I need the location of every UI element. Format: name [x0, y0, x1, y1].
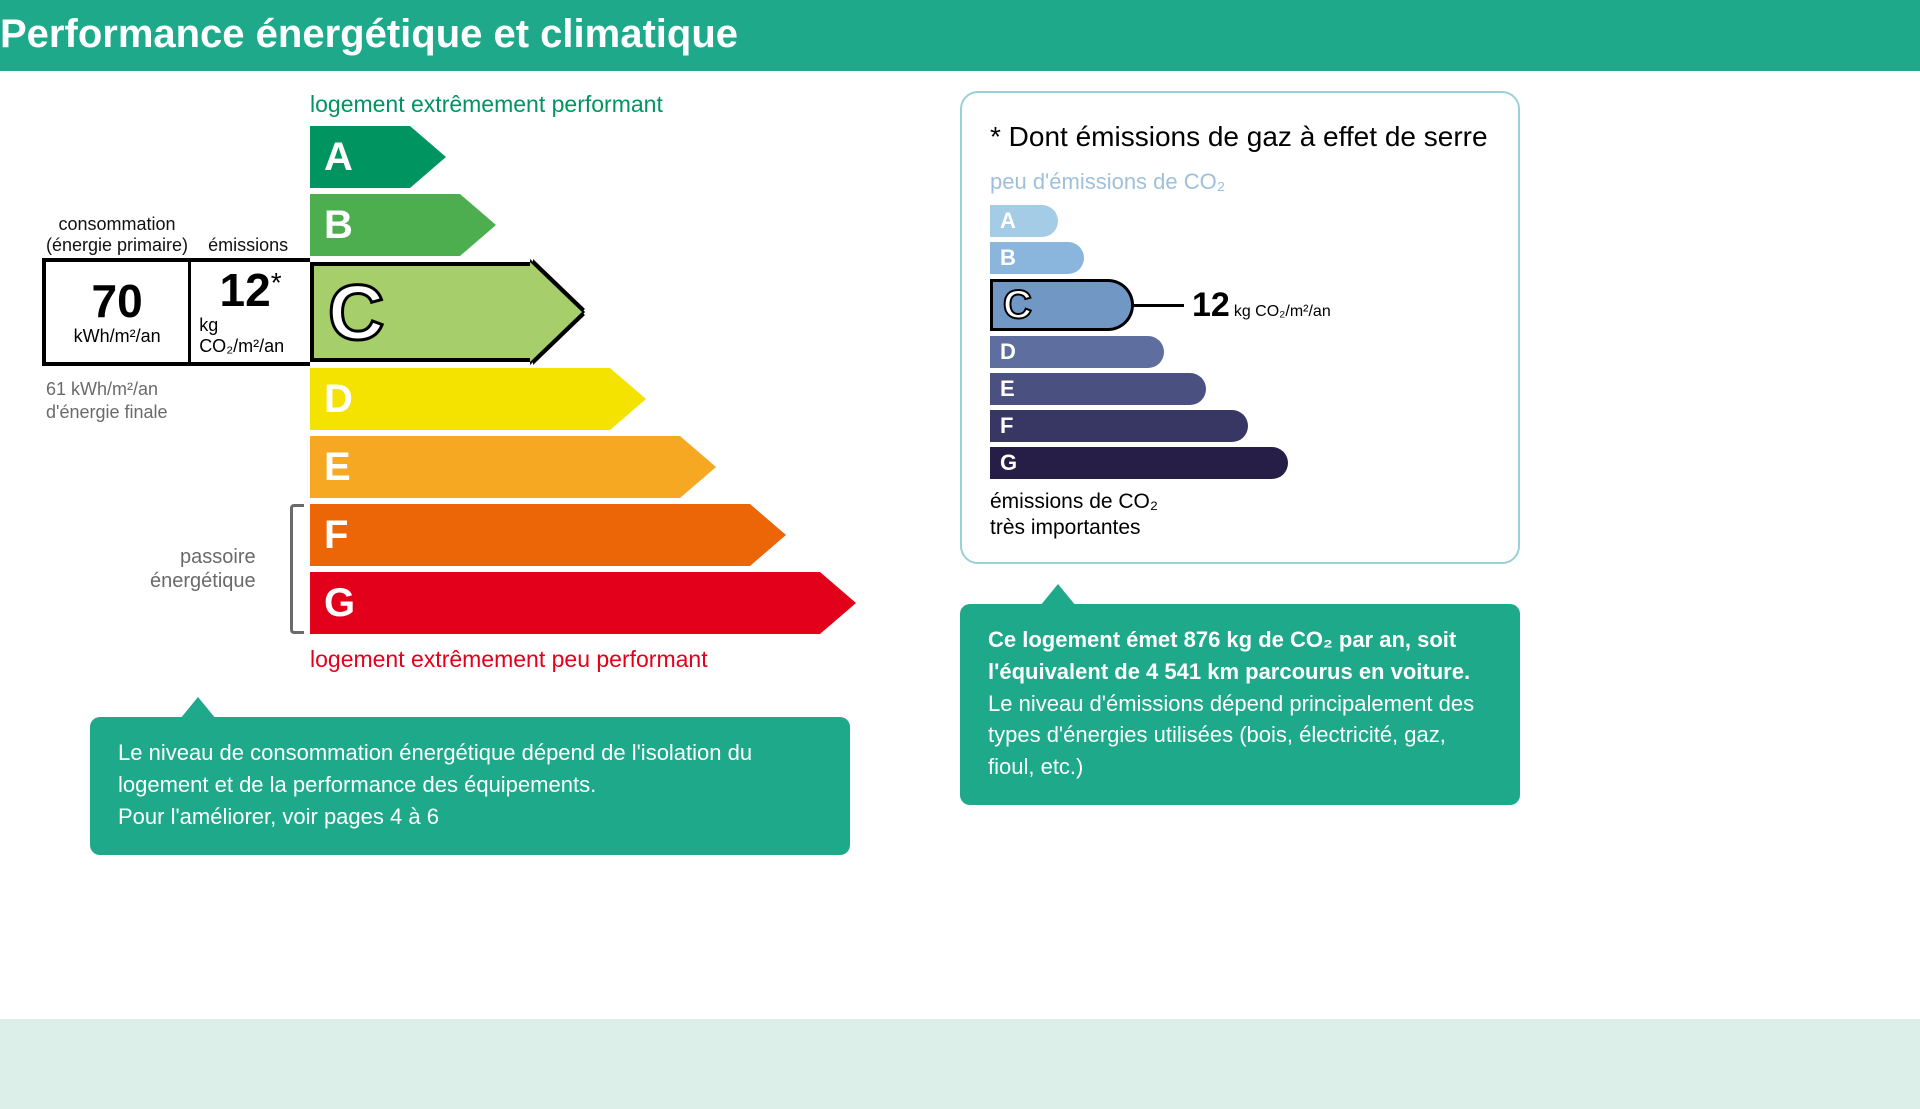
energy-bottom-label: logement extrêmement peu performant: [310, 646, 900, 673]
energy-bar-b: B: [310, 194, 900, 256]
energy-bar-letter: D: [310, 368, 610, 430]
arrow-icon: [410, 126, 446, 188]
bar-cap-icon: [1148, 336, 1164, 368]
value-emissions-unit: kg CO₂/m²/an: [199, 315, 302, 357]
page-header: Performance énergétique et climatique: [0, 0, 1920, 71]
ges-bar-f: F: [990, 410, 1490, 442]
arrow-icon: [530, 262, 582, 362]
callout-pointer-icon: [1040, 584, 1076, 606]
final-energy-line2: d'énergie finale: [46, 401, 168, 424]
ges-panel: * Dont émissions de gaz à effet de serre…: [960, 91, 1520, 855]
page-title: Performance énergétique et climatique: [0, 12, 738, 56]
final-energy-line1: 61 kWh/m²/an: [46, 378, 168, 401]
ges-callout: Ce logement émet 876 kg de CO₂ par an, s…: [960, 604, 1520, 805]
passoire-line1: passoire: [150, 545, 256, 569]
energy-bar-letter: B: [310, 194, 460, 256]
energy-bar-letter: C: [328, 267, 384, 358]
ges-value-number: 12: [1192, 286, 1230, 324]
energy-callout: Le niveau de consommation énergétique dé…: [90, 717, 850, 855]
bar-cap-icon: [1042, 205, 1058, 237]
ges-bar-b: B: [990, 242, 1490, 274]
connector-line-icon: [1134, 304, 1184, 307]
energy-bar-e: E: [310, 436, 900, 498]
energy-bar-letter: A: [310, 126, 410, 188]
energy-bar-letter: E: [310, 436, 680, 498]
arrow-icon: [680, 436, 716, 498]
ges-title: * Dont émissions de gaz à effet de serre: [990, 119, 1490, 155]
ges-bar-c: C 12kg CO₂/m²/an: [990, 279, 1490, 331]
arrow-icon: [820, 572, 856, 634]
ges-bar-g: G: [990, 447, 1490, 479]
bar-cap-icon: [1190, 373, 1206, 405]
energy-top-label: logement extrêmement performant: [310, 91, 900, 118]
energy-bar-f: F: [310, 504, 900, 566]
ges-value: 12kg CO₂/m²/an: [1184, 286, 1331, 325]
energy-bar-letter: G: [310, 572, 820, 634]
bar-cap-icon: [1232, 410, 1248, 442]
passoire-label: passoireénergétique: [150, 545, 256, 593]
callout-pointer-icon: [180, 697, 216, 719]
value-consumption-number: 70: [92, 278, 143, 324]
ges-bar-letter: B: [990, 242, 1068, 274]
energy-bar-d: D: [310, 368, 900, 430]
value-consumption: 70kWh/m²/an: [46, 262, 191, 362]
ges-bar-letter: F: [990, 410, 1232, 442]
energy-bar-g: G: [310, 572, 900, 634]
ges-bottom-text: émissions de CO₂ très importantes: [990, 489, 1490, 539]
energy-bar-a: A: [310, 126, 900, 188]
arrow-icon: [460, 194, 496, 256]
ges-bar-e: E: [990, 373, 1490, 405]
value-consumption-unit: kWh/m²/an: [74, 326, 161, 347]
ges-bar-letter: D: [990, 336, 1148, 368]
ges-bar-d: D: [990, 336, 1490, 368]
energy-bar-letter: F: [310, 504, 750, 566]
ges-bar-letter: A: [990, 205, 1042, 237]
value-emissions-star: *: [271, 267, 282, 299]
ges-box: * Dont émissions de gaz à effet de serre…: [960, 91, 1520, 564]
ges-bar-letter: C: [1003, 283, 1032, 328]
energy-callout-text: Le niveau de consommation énergétique dé…: [118, 737, 822, 833]
ges-bar-a: A: [990, 205, 1490, 237]
value-emissions: 12* kg CO₂/m²/an: [191, 262, 310, 362]
energy-bar-c: C70kWh/m²/an12*kg CO₂/m²/an: [310, 262, 900, 362]
ges-bar-letter: G: [990, 447, 1272, 479]
arrow-icon: [610, 368, 646, 430]
arrow-icon: [750, 504, 786, 566]
page-bottom-stripe: [0, 1019, 1920, 1109]
ges-value-unit: kg CO₂/m²/an: [1234, 303, 1331, 320]
ges-subtitle: peu d'émissions de CO₂: [990, 169, 1490, 195]
bar-cap-icon: [1068, 242, 1084, 274]
ges-callout-text: Le niveau d'émissions dépend principalem…: [988, 691, 1474, 780]
bracket-icon: [290, 504, 304, 634]
bar-cap-icon: [1272, 447, 1288, 479]
energy-performance-chart: logement extrêmement performant consomma…: [30, 91, 900, 855]
passoire-line2: énergétique: [150, 569, 256, 593]
value-emissions-number: 12: [220, 267, 271, 313]
ges-bar-letter: E: [990, 373, 1190, 405]
ges-callout-bold: Ce logement émet 876 kg de CO₂ par an, s…: [988, 627, 1470, 684]
energy-value-box: 70kWh/m²/an 12* kg CO₂/m²/an: [42, 258, 310, 366]
bar-cap-icon: [1108, 279, 1134, 331]
